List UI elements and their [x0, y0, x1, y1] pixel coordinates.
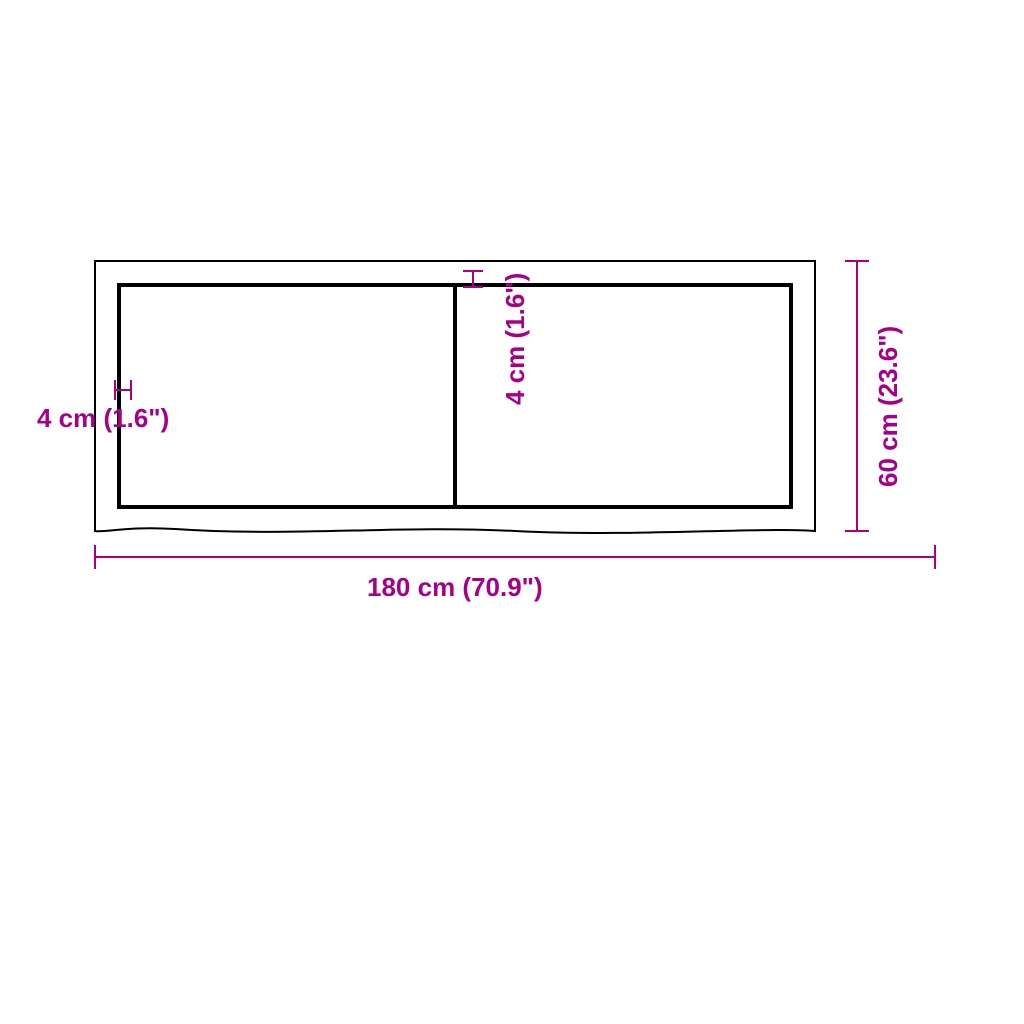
dimension-width-label: 180 cm (70.9") — [367, 572, 543, 603]
dimension-thickness-center-label: 4 cm (1.6") — [500, 273, 531, 405]
diagram-svg — [0, 0, 1024, 1024]
dimension-height-label: 60 cm (23.6") — [873, 326, 904, 487]
dimension-thickness-left-label: 4 cm (1.6") — [37, 403, 169, 434]
dimension-diagram: 180 cm (70.9") 60 cm (23.6") 4 cm (1.6")… — [0, 0, 1024, 1024]
